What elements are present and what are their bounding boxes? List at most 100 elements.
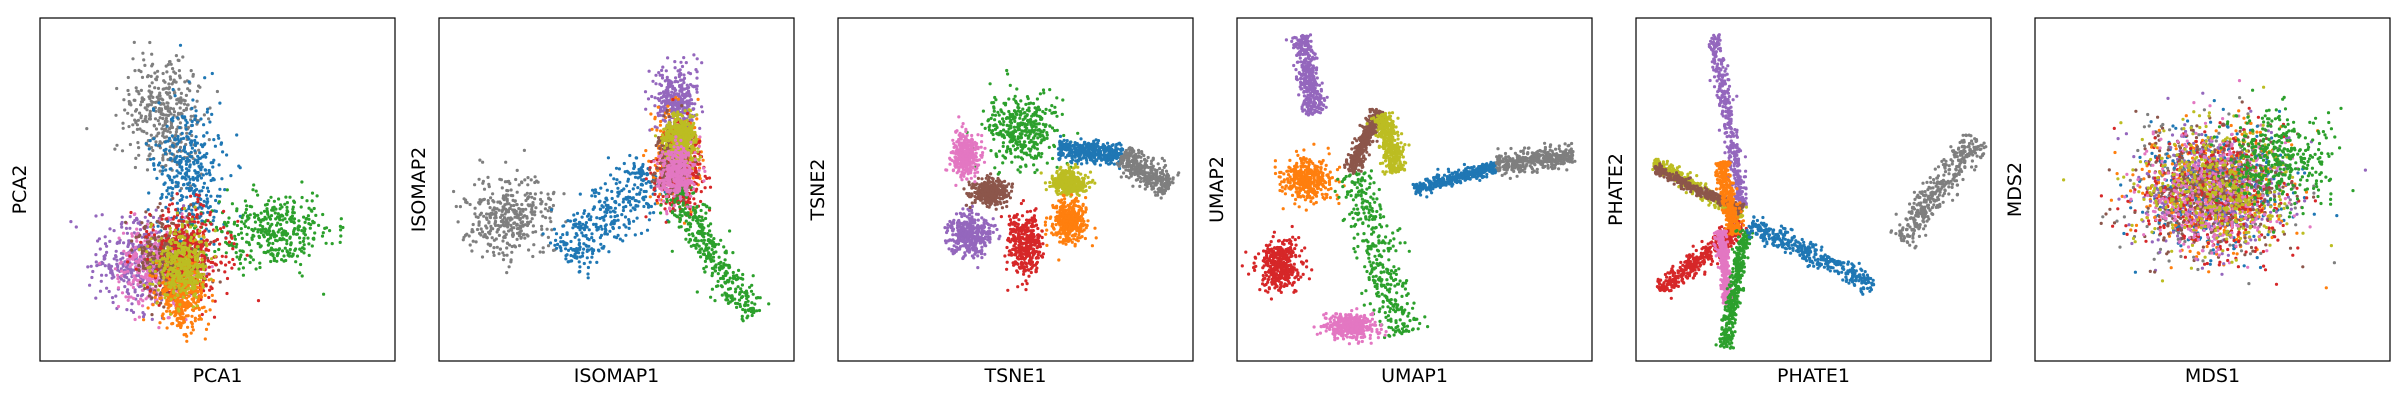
data-point (156, 69, 160, 73)
data-point (529, 178, 533, 182)
data-point (180, 168, 184, 172)
data-point (574, 251, 578, 255)
data-point (546, 244, 551, 248)
data-point (203, 76, 207, 80)
data-point (485, 249, 489, 253)
data-point (190, 123, 194, 127)
data-point (183, 216, 187, 220)
data-point (292, 199, 296, 203)
data-point (187, 294, 191, 298)
data-point (200, 312, 204, 317)
data-point (605, 188, 609, 192)
data-point (167, 113, 171, 117)
data-point (137, 260, 141, 264)
data-point (491, 250, 496, 254)
data-point (689, 98, 694, 102)
data-point (208, 242, 212, 246)
data-point (210, 265, 214, 269)
data-point (167, 210, 171, 214)
data-point (590, 236, 594, 240)
data-point (695, 57, 699, 61)
data-point (174, 208, 178, 212)
data-point (468, 243, 472, 247)
data-point (129, 308, 133, 312)
data-point (127, 251, 132, 255)
data-point (299, 205, 303, 209)
data-point (148, 282, 152, 286)
data-point (485, 226, 489, 230)
data-point (248, 254, 252, 258)
data-point (276, 251, 280, 255)
data-point (622, 197, 626, 201)
data-point (666, 101, 671, 105)
data-point (517, 207, 521, 211)
data-point (151, 107, 156, 111)
data-point (91, 269, 95, 274)
data-point (200, 306, 204, 310)
data-point (234, 251, 238, 255)
data-point (662, 106, 666, 110)
data-point (203, 293, 207, 297)
data-point (126, 298, 130, 302)
data-point (289, 215, 293, 220)
data-point (285, 249, 289, 253)
data-point (155, 219, 159, 223)
data-point (237, 164, 241, 168)
data-point (587, 228, 591, 232)
data-point (578, 269, 582, 274)
data-point (543, 207, 548, 211)
data-point (218, 101, 222, 105)
scatter-points (452, 53, 771, 323)
data-point (680, 97, 684, 101)
data-point (517, 244, 522, 248)
data-point (592, 191, 596, 195)
data-point (268, 217, 273, 221)
data-point (499, 201, 503, 205)
data-point (622, 161, 626, 166)
data-point (162, 305, 166, 309)
data-point (163, 80, 167, 84)
data-point (189, 225, 193, 229)
data-point (178, 106, 182, 110)
data-point (171, 238, 175, 242)
data-point (651, 175, 656, 180)
data-point (496, 223, 500, 228)
data-point (185, 121, 189, 125)
data-point (211, 165, 215, 169)
data-point (171, 266, 175, 270)
data-point (670, 100, 674, 104)
data-point (281, 214, 285, 218)
data-point (155, 264, 159, 268)
data-point (182, 136, 186, 140)
data-point (295, 254, 300, 258)
data-point (190, 217, 194, 221)
data-point (461, 238, 465, 242)
data-point (527, 248, 531, 252)
data-point (141, 264, 145, 268)
data-point (166, 107, 170, 111)
data-point (248, 204, 252, 208)
data-point (220, 230, 224, 234)
data-point (146, 306, 150, 310)
data-point (498, 247, 502, 251)
data-point (148, 139, 152, 143)
data-point (505, 188, 509, 193)
data-point (521, 220, 525, 224)
data-point (134, 235, 138, 239)
data-point (284, 195, 288, 199)
data-point (179, 219, 183, 223)
data-point (628, 153, 632, 158)
data-point (109, 271, 113, 275)
data-point (205, 274, 209, 279)
data-point (139, 114, 143, 118)
data-point (193, 233, 197, 237)
data-point (204, 241, 208, 245)
data-point (581, 251, 585, 255)
data-point (674, 79, 678, 83)
data-point (467, 234, 471, 238)
data-point (237, 267, 241, 271)
data-point (134, 109, 138, 113)
data-point (641, 179, 645, 183)
data-point (141, 51, 145, 55)
data-point (481, 181, 485, 185)
